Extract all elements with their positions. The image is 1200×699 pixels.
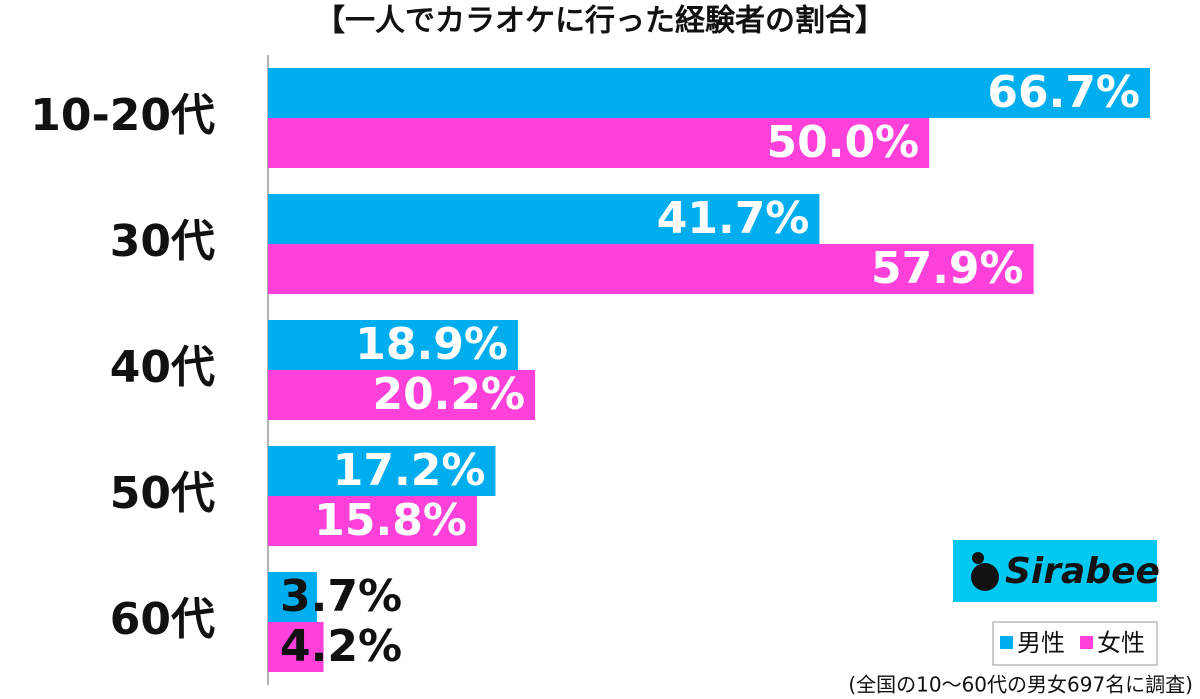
value-label: 20.2% [372, 369, 525, 420]
value-label: 3.7% [280, 571, 402, 622]
category-label: 10-20代 [30, 90, 215, 141]
bar [268, 446, 496, 496]
bar [268, 244, 1034, 294]
legend-swatch [1000, 636, 1013, 649]
value-label: 4.2% [280, 621, 402, 672]
category-label: 60代 [110, 594, 215, 645]
chart-title: 【一人でカラオケに行った経験者の割合】 [315, 4, 885, 39]
legend-label: 男性 [1017, 629, 1065, 657]
value-label: 17.2% [333, 445, 486, 496]
value-label: 15.8% [314, 495, 467, 546]
value-label: 41.7% [657, 193, 810, 244]
bar [268, 320, 518, 370]
bar [268, 622, 324, 672]
logo-icon [972, 552, 984, 564]
legend-box [992, 621, 1158, 666]
value-label: 57.9% [871, 243, 1024, 294]
category-label: 30代 [110, 216, 215, 267]
bar [268, 68, 1150, 118]
logo-text: Sirabee [1005, 551, 1160, 592]
bar [268, 194, 820, 244]
value-label: 66.7% [987, 67, 1140, 118]
category-label: 50代 [110, 468, 215, 519]
legend-swatch [1080, 636, 1093, 649]
bar [268, 370, 536, 420]
value-label: 50.0% [767, 117, 920, 168]
category-label: 40代 [110, 342, 215, 393]
bar [268, 118, 930, 168]
value-label: 18.9% [355, 319, 508, 370]
note: (全国の10～60代の男女697名に調査) [848, 673, 1193, 697]
bar [268, 572, 317, 622]
legend-label: 女性 [1097, 629, 1145, 657]
bar [268, 496, 477, 546]
logo-icon [971, 563, 999, 591]
